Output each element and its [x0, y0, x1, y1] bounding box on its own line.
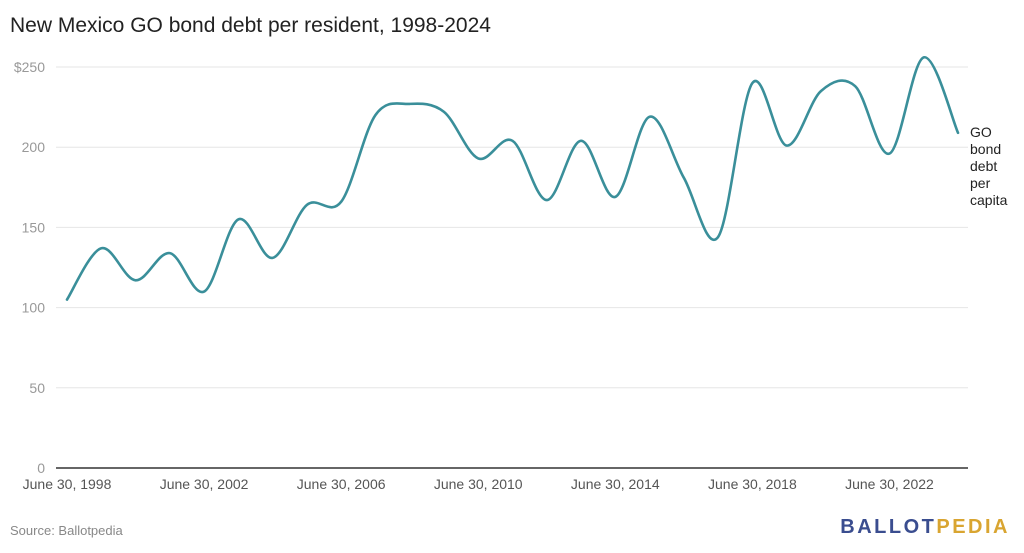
data-point[interactable]	[578, 138, 584, 144]
y-tick-label: 0	[37, 460, 45, 476]
data-point[interactable]	[852, 83, 858, 89]
data-point[interactable]	[167, 250, 173, 256]
series-layer	[64, 54, 961, 303]
source-note: Source: Ballotpedia	[10, 523, 123, 538]
series-label-line: bond	[970, 141, 1001, 157]
series-label-line: debt	[970, 158, 997, 174]
series-line-go-bond-debt-per-capita	[65, 56, 960, 301]
data-point[interactable]	[338, 199, 344, 205]
x-tick-label: June 30, 2022	[845, 476, 934, 492]
data-point[interactable]	[407, 101, 413, 107]
data-point[interactable]	[784, 143, 790, 149]
data-point[interactable]	[612, 194, 618, 200]
data-point[interactable]	[921, 54, 927, 60]
data-point[interactable]	[64, 297, 70, 303]
series-label-line: per	[970, 175, 991, 191]
y-axis: 0 50 100 150 200 $250	[14, 59, 45, 476]
ballotpedia-logo[interactable]: BALLOTPEDIA	[840, 516, 1010, 539]
x-axis: June 30, 1998 June 30, 2002 June 30, 2006 J…	[23, 476, 934, 492]
data-point[interactable]	[647, 114, 653, 120]
data-point[interactable]	[270, 255, 276, 261]
x-tick-label: June 30, 2018	[708, 476, 797, 492]
data-point[interactable]	[818, 88, 824, 94]
data-point[interactable]	[955, 130, 961, 136]
y-tick-label: 50	[29, 380, 45, 396]
logo-part-ballot: BALLOT	[840, 516, 937, 538]
data-point[interactable]	[544, 197, 550, 203]
data-point[interactable]	[98, 245, 104, 251]
data-point[interactable]	[749, 80, 755, 86]
logo-part-pedia: PEDIA	[936, 516, 1010, 538]
data-point[interactable]	[235, 216, 241, 222]
data-point[interactable]	[681, 175, 687, 181]
x-tick-label: June 30, 2014	[571, 476, 660, 492]
series-label-line: capita	[970, 192, 1008, 208]
y-tick-label: $250	[14, 59, 45, 75]
data-point[interactable]	[475, 155, 481, 161]
data-point[interactable]	[372, 112, 378, 118]
data-point[interactable]	[715, 234, 721, 240]
y-tick-label: 200	[22, 139, 46, 155]
x-tick-label: June 30, 2002	[160, 476, 249, 492]
data-point[interactable]	[441, 109, 447, 115]
data-point[interactable]	[133, 277, 139, 283]
x-tick-label: June 30, 1998	[23, 476, 112, 492]
data-point[interactable]	[510, 138, 516, 144]
x-tick-label: June 30, 2006	[297, 476, 386, 492]
chart-title: New Mexico GO bond debt per resident, 19…	[10, 14, 491, 37]
y-tick-label: 100	[22, 300, 46, 316]
gridlines	[56, 66, 968, 469]
x-tick-label: June 30, 2010	[434, 476, 523, 492]
data-point[interactable]	[304, 202, 310, 208]
series-label-line: GO	[970, 124, 992, 140]
y-tick-label: 150	[22, 219, 46, 235]
data-point[interactable]	[886, 151, 892, 157]
data-point[interactable]	[201, 289, 207, 295]
